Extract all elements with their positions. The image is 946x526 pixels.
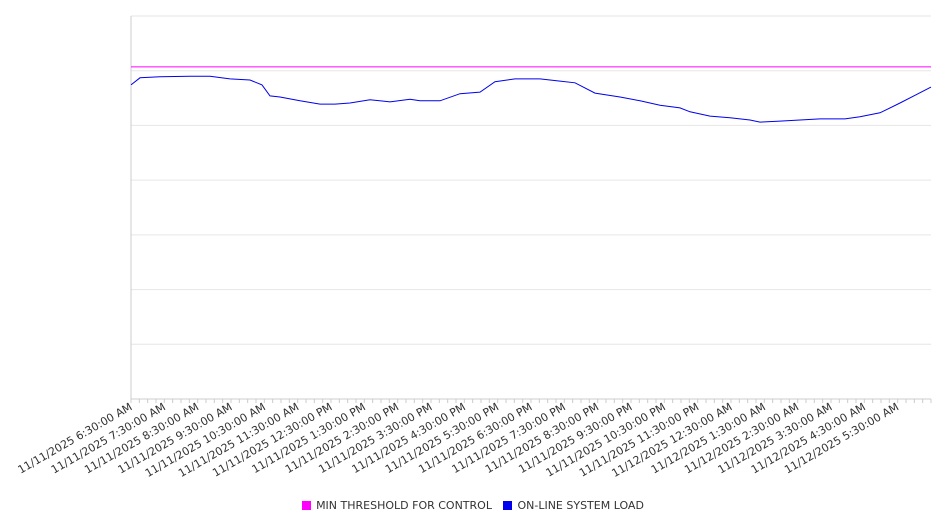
legend-swatch-load <box>503 501 513 510</box>
legend-swatch-threshold <box>302 501 312 510</box>
series-line-1 <box>130 75 932 123</box>
legend-label-load: ON-LINE SYSTEM LOAD <box>517 499 644 512</box>
legend-item-load[interactable]: ON-LINE SYSTEM LOAD <box>503 499 644 512</box>
legend: MIN THRESHOLD FOR CONTROL ON-LINE SYSTEM… <box>0 499 946 512</box>
legend-label-threshold: MIN THRESHOLD FOR CONTROL <box>316 499 492 512</box>
legend-item-threshold[interactable]: MIN THRESHOLD FOR CONTROL <box>302 499 492 512</box>
